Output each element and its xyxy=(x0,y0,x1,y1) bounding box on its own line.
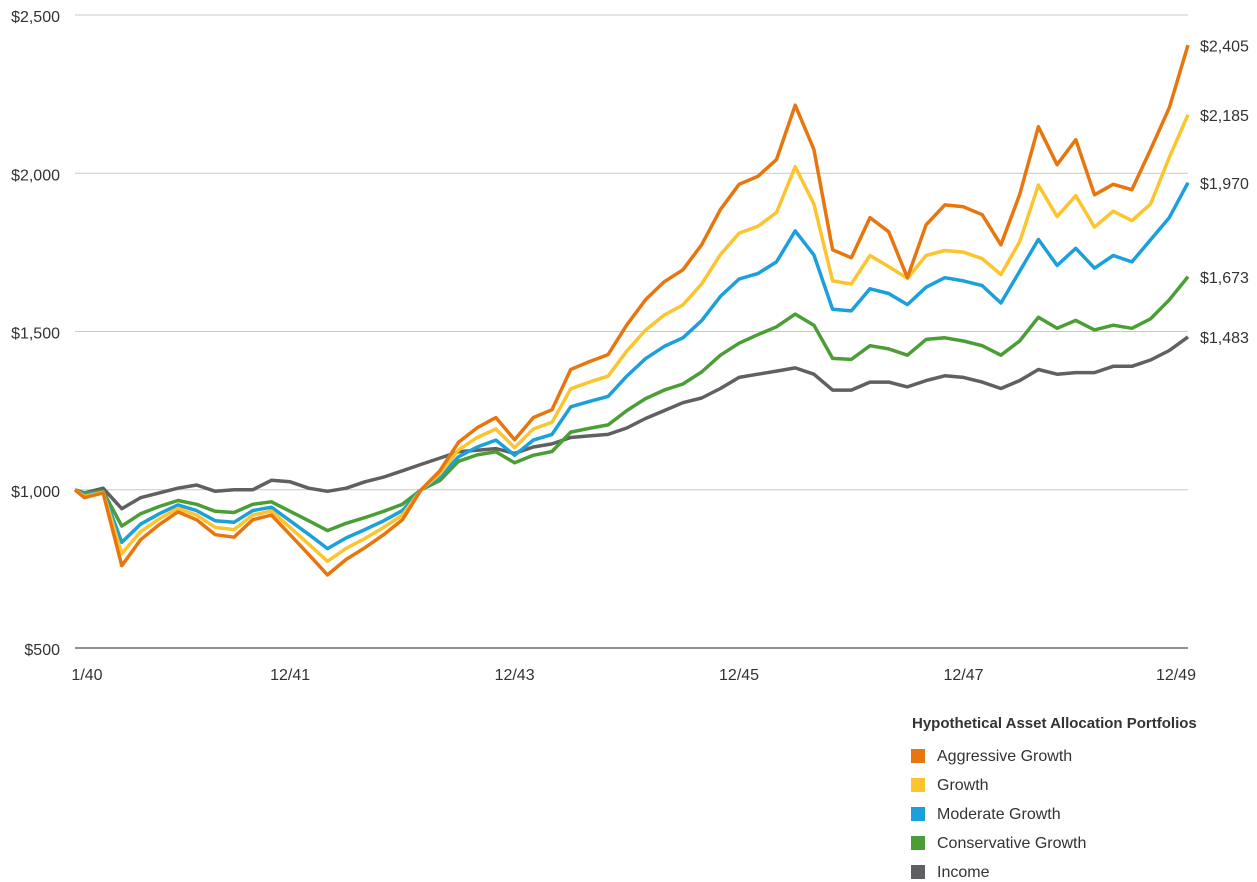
y-tick-label: $2,500 xyxy=(11,9,60,26)
legend-swatch xyxy=(911,807,925,821)
legend-swatch xyxy=(911,778,925,792)
y-tick-label: $2,000 xyxy=(11,167,60,184)
legend-swatch xyxy=(911,836,925,850)
legend-label: Conservative Growth xyxy=(937,835,1086,852)
legend-swatch xyxy=(911,749,925,763)
legend-label: Growth xyxy=(937,777,989,794)
x-tick-label: 12/41 xyxy=(270,667,310,684)
x-tick-label: 1/40 xyxy=(71,667,102,684)
end-value-label: $2,185 xyxy=(1200,108,1249,125)
legend-title: Hypothetical Asset Allocation Portfolios xyxy=(912,715,1197,732)
end-value-label: $1,483 xyxy=(1200,330,1249,347)
series-line xyxy=(73,113,1190,564)
legend-label: Income xyxy=(937,864,990,881)
legend-label: Moderate Growth xyxy=(937,806,1061,823)
series-line xyxy=(73,44,1190,577)
series-line xyxy=(74,335,1190,511)
end-value-label: $1,673 xyxy=(1200,270,1249,287)
y-tick-label: $500 xyxy=(24,642,60,659)
x-tick-label: 12/49 xyxy=(1156,667,1196,684)
legend-label: Aggressive Growth xyxy=(937,748,1072,765)
y-tick-label: $1,500 xyxy=(11,326,60,343)
end-value-label: $2,405 xyxy=(1200,38,1249,55)
legend-swatch xyxy=(911,865,925,879)
y-tick-label: $1,000 xyxy=(11,484,60,501)
series-line xyxy=(74,275,1190,533)
x-tick-label: 12/47 xyxy=(944,667,984,684)
end-value-label: $1,970 xyxy=(1200,176,1249,193)
x-tick-label: 12/43 xyxy=(495,667,535,684)
x-tick-label: 12/45 xyxy=(719,667,759,684)
series-line xyxy=(74,181,1190,551)
